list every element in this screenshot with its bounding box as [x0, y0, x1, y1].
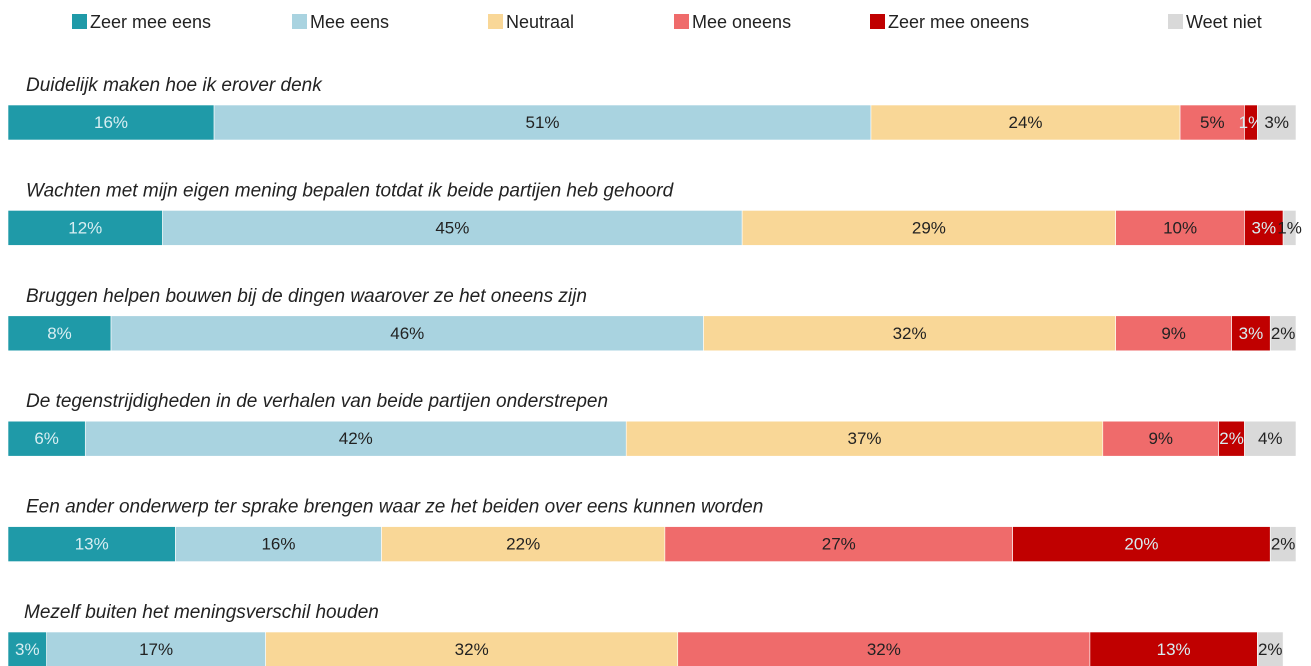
legend-swatch	[488, 14, 503, 29]
bar-segment	[7, 315, 112, 352]
legend-swatch	[1168, 14, 1183, 29]
value-label: 22%	[506, 535, 540, 554]
bar-segment	[7, 210, 163, 246]
bar-segment	[677, 631, 1091, 666]
value-label: 46%	[390, 324, 424, 343]
value-label: 2%	[1258, 640, 1283, 659]
value-label: 5%	[1200, 113, 1225, 132]
bar-segment	[1231, 315, 1271, 352]
value-label: 16%	[261, 535, 295, 554]
bar-segment	[265, 631, 679, 666]
bar-segment	[84, 420, 627, 457]
legend-label: Neutraal	[506, 12, 574, 32]
bar-segment	[1115, 210, 1245, 246]
bar-segment	[7, 526, 176, 562]
value-label: 13%	[75, 535, 109, 554]
bar-segment	[703, 315, 1116, 352]
legend-label: Zeer mee eens	[90, 12, 211, 32]
value-label: 13%	[1157, 640, 1191, 659]
bar-segment	[7, 420, 86, 457]
legend-label: Zeer mee oneens	[888, 12, 1029, 32]
value-label: 42%	[339, 429, 373, 448]
value-label: 1%	[1277, 218, 1302, 237]
category-label: Duidelijk maken hoe ik erover denk	[26, 75, 323, 96]
value-label: 24%	[1009, 113, 1043, 132]
value-label: 29%	[912, 218, 946, 237]
category-label: Een ander onderwerp ter sprake brengen w…	[26, 497, 763, 518]
bar-segment	[870, 104, 1181, 141]
bar-segment	[1115, 315, 1232, 352]
bar-segment	[213, 104, 872, 141]
bar-segment	[741, 210, 1116, 246]
value-label: 3%	[1264, 113, 1289, 132]
value-label: 8%	[47, 324, 72, 343]
bar-segment	[46, 631, 266, 666]
value-label: 37%	[848, 429, 882, 448]
bar-segment	[625, 420, 1104, 457]
value-label: 3%	[15, 640, 40, 659]
value-label: 3%	[1239, 324, 1264, 343]
legend-swatch	[870, 14, 885, 29]
bar-segment	[7, 104, 215, 141]
value-label: 32%	[867, 640, 901, 659]
bar-segment	[1012, 526, 1271, 562]
value-label: 6%	[34, 429, 59, 448]
bar-segment	[1282, 210, 1297, 246]
bar-segment	[162, 210, 743, 246]
bar-segment	[110, 315, 704, 352]
value-label: 9%	[1148, 429, 1173, 448]
category-label: Bruggen helpen bouwen bij de dingen waar…	[26, 286, 587, 307]
value-label: 2%	[1271, 535, 1296, 554]
value-label: 9%	[1161, 324, 1186, 343]
bar-segment	[1257, 631, 1284, 666]
value-label: 20%	[1124, 535, 1158, 554]
value-label: 3%	[1252, 218, 1277, 237]
value-label: 10%	[1163, 218, 1197, 237]
legend-swatch	[72, 14, 87, 29]
value-label: 27%	[822, 535, 856, 554]
category-label: Wachten met mijn eigen mening bepalen to…	[26, 180, 675, 201]
value-label: 32%	[455, 640, 489, 659]
bar-segment	[1244, 420, 1297, 457]
bar-segment	[381, 526, 666, 562]
value-label: 2%	[1271, 324, 1296, 343]
legend-swatch	[292, 14, 307, 29]
category-label: Mezelf buiten het meningsverschil houden	[24, 602, 379, 623]
value-label: 12%	[68, 218, 102, 237]
bar-segment	[1257, 104, 1297, 141]
bar-segment	[175, 526, 382, 562]
value-label: 32%	[893, 324, 927, 343]
bar-segment	[1269, 315, 1297, 352]
value-label: 16%	[94, 113, 128, 132]
legend-label: Weet niet	[1186, 12, 1262, 32]
legend-label: Mee eens	[310, 12, 389, 32]
legend-label: Mee oneens	[692, 12, 791, 32]
category-label: De tegenstrijdigheden in de verhalen van…	[26, 391, 608, 412]
bar-segment	[1218, 420, 1245, 457]
bar-segment	[1269, 526, 1297, 562]
bar-segment	[1244, 210, 1284, 246]
value-label: 4%	[1258, 429, 1283, 448]
legend-swatch	[674, 14, 689, 29]
value-label: 17%	[139, 640, 173, 659]
value-label: 51%	[526, 113, 560, 132]
value-label: 2%	[1219, 429, 1244, 448]
bar-segment	[1179, 104, 1245, 141]
value-label: 45%	[435, 218, 469, 237]
